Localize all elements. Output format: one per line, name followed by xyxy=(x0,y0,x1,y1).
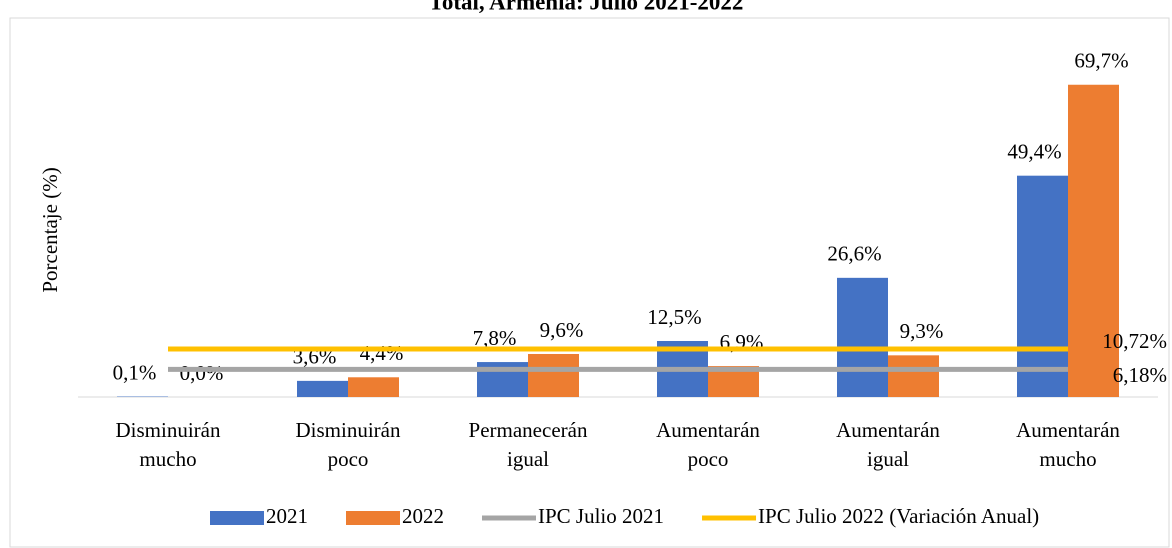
chart-frame xyxy=(9,17,1170,548)
bar xyxy=(1068,84,1119,397)
chart-title: Total, Armenia: Julio 2021-2022 xyxy=(429,0,744,14)
bar xyxy=(297,380,348,397)
bar xyxy=(1017,175,1068,397)
data-label: 12,5% xyxy=(647,305,701,329)
legend-label: 2022 xyxy=(402,504,444,528)
data-label: 26,6% xyxy=(827,242,881,266)
x-tick-label: poco xyxy=(688,447,729,471)
legend-swatch xyxy=(210,511,264,525)
x-tick-label: mucho xyxy=(139,447,196,471)
data-label: 69,7% xyxy=(1074,49,1128,73)
x-tick-label: Disminuirán xyxy=(296,418,401,442)
x-tick-label: Aumentarán xyxy=(656,418,760,442)
legend-label: 2021 xyxy=(266,504,308,528)
data-label: 4,4% xyxy=(360,341,404,365)
y-axis-label: Porcentaje (%) xyxy=(38,167,62,292)
bar xyxy=(348,377,399,397)
data-label: 0,0% xyxy=(180,361,224,385)
x-tick-label: Aumentarán xyxy=(1016,418,1120,442)
data-label: 0,1% xyxy=(113,360,157,384)
legend-label: IPC Julio 2021 xyxy=(538,504,664,528)
bar xyxy=(528,353,579,397)
data-label: 9,6% xyxy=(540,318,584,342)
reference-label: 6,18% xyxy=(1113,363,1167,387)
bar xyxy=(837,277,888,397)
x-tick-label: Permanecerán xyxy=(469,418,588,442)
x-tick-label: Disminuirán xyxy=(116,418,221,442)
x-tick-label: igual xyxy=(867,447,909,471)
legend-swatch xyxy=(346,511,400,525)
x-tick-label: mucho xyxy=(1039,447,1096,471)
legend-label: IPC Julio 2022 (Variación Anual) xyxy=(758,504,1039,528)
data-label: 49,4% xyxy=(1007,140,1061,164)
data-label: 7,8% xyxy=(473,326,517,350)
data-label: 9,3% xyxy=(900,319,944,343)
x-tick-label: poco xyxy=(328,447,369,471)
x-tick-label: igual xyxy=(507,447,549,471)
x-tick-label: Aumentarán xyxy=(836,418,940,442)
bar xyxy=(888,355,939,397)
reference-label: 10,72% xyxy=(1102,329,1167,353)
